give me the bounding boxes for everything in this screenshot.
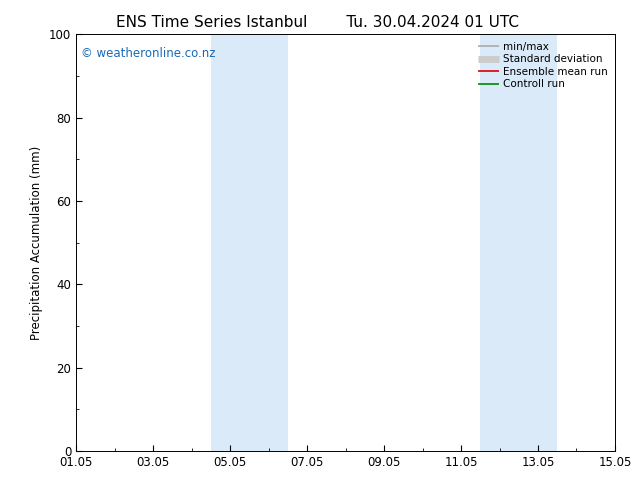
- Y-axis label: Precipitation Accumulation (mm): Precipitation Accumulation (mm): [30, 146, 43, 340]
- Bar: [210, 34, 288, 451]
- Text: ENS Time Series Istanbul        Tu. 30.04.2024 01 UTC: ENS Time Series Istanbul Tu. 30.04.2024 …: [115, 15, 519, 30]
- Bar: [480, 34, 557, 451]
- Legend: min/max, Standard deviation, Ensemble mean run, Controll run: min/max, Standard deviation, Ensemble me…: [476, 40, 610, 92]
- Text: © weatheronline.co.nz: © weatheronline.co.nz: [81, 47, 216, 60]
